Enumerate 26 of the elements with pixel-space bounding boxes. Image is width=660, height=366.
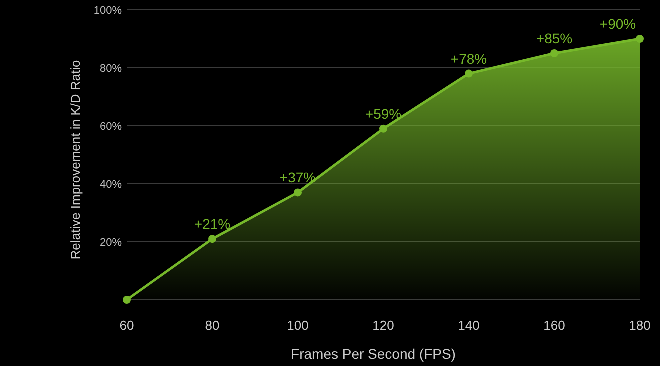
- point: [380, 124, 388, 133]
- x-tick-label: 160: [544, 318, 566, 333]
- text: +21%: [194, 216, 231, 232]
- y-tick-label: 80%: [100, 63, 122, 75]
- x-tick-label: 120: [372, 318, 394, 333]
- point: [550, 50, 558, 58]
- point: [294, 188, 302, 197]
- x-axis-title: Frames Per Second (FPS): [291, 346, 456, 362]
- y-tick-label: 40%: [100, 179, 122, 191]
- point: [465, 70, 473, 78]
- text: +78%: [450, 50, 488, 67]
- point: [208, 235, 216, 244]
- x-tick-label: 60: [120, 318, 134, 333]
- x-tick-label: 140: [458, 318, 480, 333]
- point: [123, 296, 131, 304]
- x-tick-label: 180: [629, 318, 651, 333]
- y-tick-label: 20%: [100, 237, 122, 249]
- y-axis-title: Relative Improvement in K/D Ratio: [68, 60, 83, 260]
- y-tick-label: 100%: [94, 5, 122, 17]
- text: +90%: [600, 16, 636, 32]
- x-tick-label: 80: [205, 318, 220, 333]
- y-tick-label: 60%: [100, 121, 122, 133]
- point: [636, 35, 644, 43]
- x-tick-label: 100: [287, 318, 309, 333]
- text: +59%: [365, 106, 402, 122]
- text: +85%: [536, 30, 573, 46]
